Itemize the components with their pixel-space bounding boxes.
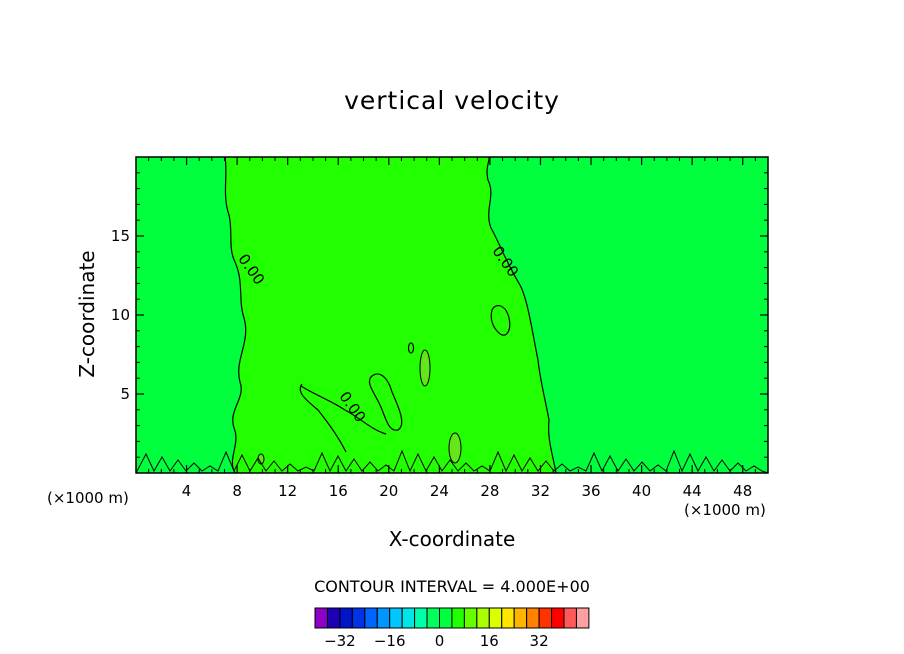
colorbar-tick-label: 16 [479, 632, 499, 650]
y-tick-label: 15 [111, 227, 130, 245]
colorbar-swatch [476, 607, 490, 629]
colorbar-swatch [376, 607, 391, 629]
colorbar-swatch [551, 607, 565, 629]
colorbar-tick-label: −32 [324, 632, 356, 650]
contour-interval-label: CONTOUR INTERVAL = 4.000E+00 [314, 577, 590, 596]
colorbar-swatch [463, 607, 478, 629]
y-tick-label: 10 [111, 306, 130, 324]
colorbar-swatch [451, 607, 465, 629]
colorbar-swatch [364, 607, 378, 629]
x-tick-label: 12 [278, 482, 297, 500]
colorbar-swatch [389, 607, 403, 629]
x-tick-label: 32 [531, 482, 550, 500]
contour-line [407, 342, 415, 354]
surface-contours [135, 449, 769, 474]
x-tick-label: 8 [232, 482, 242, 500]
x-tick-label: 28 [480, 482, 499, 500]
x-tick-label: 20 [379, 482, 398, 500]
colorbar-swatch [426, 607, 440, 629]
contour-line [300, 385, 387, 435]
colorbar-swatch [538, 607, 553, 629]
x-tick-label: 36 [581, 482, 600, 500]
chart-title: vertical velocity [344, 86, 560, 115]
updraft-cell [448, 432, 462, 464]
colorbar-swatch [414, 607, 428, 629]
x-axis-unit-left: (×1000 m) [47, 489, 129, 507]
contour-line [368, 373, 403, 431]
colorbar-swatch [501, 607, 515, 629]
updraft-cell [419, 349, 431, 387]
x-tick-label: 44 [683, 482, 702, 500]
colorbar-swatch [439, 607, 453, 629]
y-axis-label: Z-coordinate [75, 250, 99, 378]
colorbar-swatch [526, 607, 540, 629]
colorbar-tick-label: 32 [529, 632, 549, 650]
x-tick-label: 24 [430, 482, 449, 500]
contour-line [490, 304, 511, 336]
colorbar-swatch [351, 607, 366, 629]
contour-line [486, 156, 557, 474]
colorbar-swatch [575, 607, 590, 629]
colorbar-swatch [314, 607, 328, 629]
x-tick-label: 4 [182, 482, 192, 500]
updraft-cell [257, 453, 265, 465]
colorbar-swatch [513, 607, 528, 629]
central-region [225, 157, 556, 473]
contour-line [299, 383, 347, 453]
contour-line [224, 156, 247, 474]
colorbar-tick-label: −16 [373, 632, 406, 650]
colorbar-swatch [339, 607, 353, 629]
x-tick-label: 16 [329, 482, 348, 500]
colorbar-swatch [326, 607, 341, 629]
colorbar-swatch [488, 607, 503, 629]
y-tick-label: 5 [120, 385, 130, 403]
colorbar-swatch [563, 607, 577, 629]
x-axis-label: X-coordinate [388, 527, 516, 551]
x-tick-label: 40 [632, 482, 651, 500]
x-tick-label: 48 [733, 482, 752, 500]
colorbar-tick-label: 0 [434, 632, 445, 650]
colorbar-swatch [401, 607, 416, 629]
x-axis-unit-right: (×1000 m) [684, 501, 766, 519]
